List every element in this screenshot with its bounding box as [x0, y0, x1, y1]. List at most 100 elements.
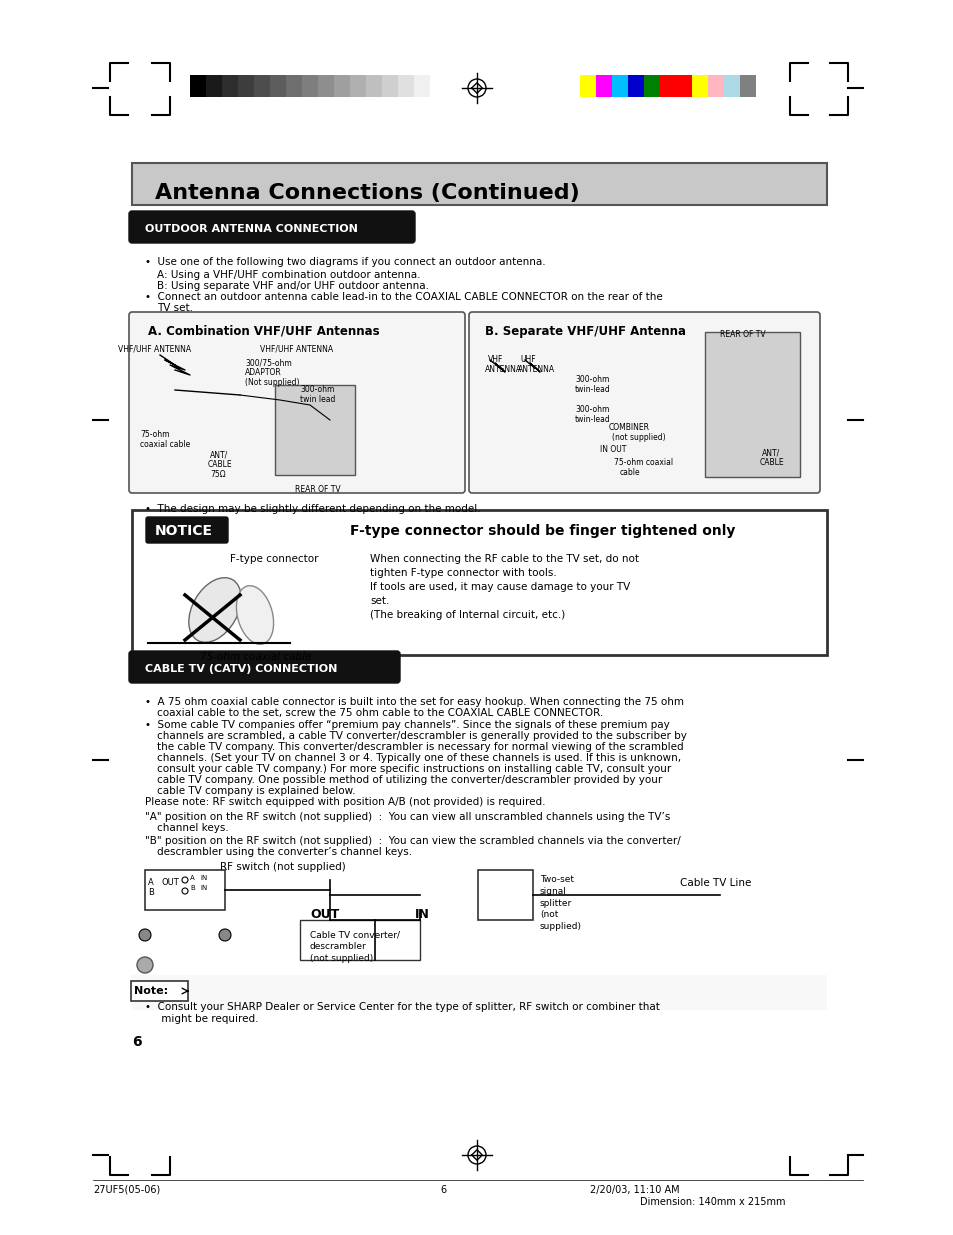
Text: •  Consult your SHARP Dealer or Service Center for the type of splitter, RF swit: • Consult your SHARP Dealer or Service C… — [145, 1002, 659, 1024]
Text: ANT/: ANT/ — [761, 448, 780, 457]
Bar — [286, 75, 302, 98]
Text: cable: cable — [619, 468, 640, 477]
Text: Note:: Note: — [133, 986, 168, 995]
Bar — [222, 75, 237, 98]
Bar — [627, 75, 643, 98]
Text: •  Some cable TV companies offer “premium pay channels”. Since the signals of th: • Some cable TV companies offer “premium… — [145, 720, 669, 730]
Text: OUT: OUT — [310, 908, 339, 921]
Text: A: A — [148, 878, 153, 887]
Text: CABLE: CABLE — [208, 459, 233, 469]
Bar — [274, 385, 355, 475]
Text: When connecting the RF cable to the TV set, do not
tighten F-type connector with: When connecting the RF cable to the TV s… — [370, 555, 639, 620]
Text: F-type connector: F-type connector — [230, 555, 318, 564]
Text: CABLE TV (CATV) CONNECTION: CABLE TV (CATV) CONNECTION — [145, 664, 337, 674]
Text: Cable TV converter/
descrambler
(not supplied): Cable TV converter/ descrambler (not sup… — [310, 930, 399, 962]
Bar — [334, 75, 350, 98]
Bar — [302, 75, 317, 98]
Text: "A" position on the RF switch (not supplied)  :  You can view all unscrambled ch: "A" position on the RF switch (not suppl… — [145, 811, 670, 823]
Text: COMBINER: COMBINER — [608, 424, 649, 432]
Bar — [676, 75, 691, 98]
Bar — [397, 75, 414, 98]
Text: the cable TV company. This converter/descrambler is necessary for normal viewing: the cable TV company. This converter/des… — [157, 742, 683, 752]
Bar — [317, 75, 334, 98]
Circle shape — [182, 877, 188, 883]
Bar — [659, 75, 676, 98]
Bar — [579, 75, 596, 98]
Text: 75Ω: 75Ω — [210, 471, 226, 479]
Text: twin-lead: twin-lead — [575, 385, 610, 394]
Text: 27UF5(05-06): 27UF5(05-06) — [92, 1186, 160, 1195]
Text: IN: IN — [200, 876, 207, 881]
Text: •  Use one of the following two diagrams if you connect an outdoor antenna.: • Use one of the following two diagrams … — [145, 257, 545, 267]
Text: VHF/UHF ANTENNA: VHF/UHF ANTENNA — [118, 345, 192, 354]
Text: 2/20/03, 11:10 AM: 2/20/03, 11:10 AM — [589, 1186, 679, 1195]
FancyBboxPatch shape — [131, 981, 188, 1002]
Text: 300-ohm: 300-ohm — [575, 405, 609, 414]
Text: 6: 6 — [132, 1035, 141, 1049]
Bar — [206, 75, 222, 98]
Text: REAR OF TV: REAR OF TV — [294, 485, 340, 494]
Bar — [145, 869, 225, 910]
Text: B: B — [148, 888, 153, 897]
Bar — [414, 75, 430, 98]
Text: •  A 75 ohm coaxial cable connector is built into the set for easy hookup. When : • A 75 ohm coaxial cable connector is bu… — [145, 697, 683, 706]
Text: channels are scrambled, a cable TV converter/descrambler is generally provided t: channels are scrambled, a cable TV conve… — [157, 731, 686, 741]
Circle shape — [219, 929, 231, 941]
Text: •  The design may be slightly different depending on the model.: • The design may be slightly different d… — [145, 504, 480, 514]
Text: channels. (Set your TV on channel 3 or 4. Typically one of these channels is use: channels. (Set your TV on channel 3 or 4… — [157, 753, 680, 763]
Text: OUT: OUT — [162, 878, 179, 887]
Text: Antenna Connections (Continued): Antenna Connections (Continued) — [154, 183, 579, 203]
Circle shape — [182, 888, 188, 894]
Text: 75-ohm: 75-ohm — [140, 430, 170, 438]
Text: twin lead: twin lead — [299, 395, 335, 404]
Text: CABLE: CABLE — [760, 458, 783, 467]
Bar — [707, 75, 723, 98]
Text: cable TV company. One possible method of utilizing the converter/descrambler pro: cable TV company. One possible method of… — [157, 776, 661, 785]
Text: Two-set
signal
splitter
(not
supplied): Two-set signal splitter (not supplied) — [539, 876, 581, 931]
Text: VHF/UHF ANTENNA: VHF/UHF ANTENNA — [260, 345, 333, 354]
Text: ANTENNA: ANTENNA — [517, 366, 555, 374]
Ellipse shape — [236, 585, 274, 645]
Text: "B" position on the RF switch (not supplied)  :  You can view the scrambled chan: "B" position on the RF switch (not suppl… — [145, 836, 680, 846]
FancyBboxPatch shape — [469, 312, 820, 493]
Text: 300/75-ohm: 300/75-ohm — [245, 358, 292, 367]
Bar — [643, 75, 659, 98]
Text: 75-ohm coaxial cable: 75-ohm coaxial cable — [200, 652, 311, 662]
Text: B: Using separate VHF and/or UHF outdoor antenna.: B: Using separate VHF and/or UHF outdoor… — [157, 282, 429, 291]
Text: VHF: VHF — [488, 354, 503, 364]
Text: 6: 6 — [439, 1186, 446, 1195]
Text: consult your cable TV company.) For more specific instructions on installing cab: consult your cable TV company.) For more… — [157, 764, 671, 774]
Text: ANTENNA: ANTENNA — [484, 366, 521, 374]
Bar — [723, 75, 740, 98]
Bar — [253, 75, 270, 98]
FancyBboxPatch shape — [129, 211, 415, 243]
Text: twin-lead: twin-lead — [575, 415, 610, 424]
Text: Dimension: 140mm x 215mm: Dimension: 140mm x 215mm — [639, 1197, 784, 1207]
Bar — [704, 332, 800, 477]
FancyBboxPatch shape — [132, 510, 826, 655]
Text: UHF: UHF — [519, 354, 535, 364]
Text: 300-ohm: 300-ohm — [575, 375, 609, 384]
Circle shape — [139, 929, 151, 941]
Text: OUTDOOR ANTENNA CONNECTION: OUTDOOR ANTENNA CONNECTION — [145, 224, 357, 233]
Bar — [237, 75, 253, 98]
Text: ADAPTOR: ADAPTOR — [245, 368, 281, 377]
Text: Cable TV Line: Cable TV Line — [679, 878, 751, 888]
Bar — [350, 75, 366, 98]
Text: (not supplied): (not supplied) — [612, 433, 665, 442]
Text: B: B — [190, 885, 194, 890]
Bar — [477, 869, 533, 920]
Text: cable TV company is explained below.: cable TV company is explained below. — [157, 785, 355, 797]
Text: Please note: RF switch equipped with position A/B (not provided) is required.: Please note: RF switch equipped with pos… — [145, 797, 545, 806]
Text: ANT/: ANT/ — [210, 450, 228, 459]
Text: IN OUT: IN OUT — [599, 445, 626, 454]
Text: •  Connect an outdoor antenna cable lead-in to the COAXIAL CABLE CONNECTOR on th: • Connect an outdoor antenna cable lead-… — [145, 291, 662, 303]
Text: REAR OF TV: REAR OF TV — [720, 330, 765, 338]
Text: channel keys.: channel keys. — [157, 823, 229, 832]
Circle shape — [137, 957, 152, 973]
FancyBboxPatch shape — [129, 312, 464, 493]
FancyBboxPatch shape — [299, 920, 419, 960]
Text: IN: IN — [200, 885, 207, 890]
Bar — [366, 75, 381, 98]
FancyBboxPatch shape — [146, 517, 228, 543]
